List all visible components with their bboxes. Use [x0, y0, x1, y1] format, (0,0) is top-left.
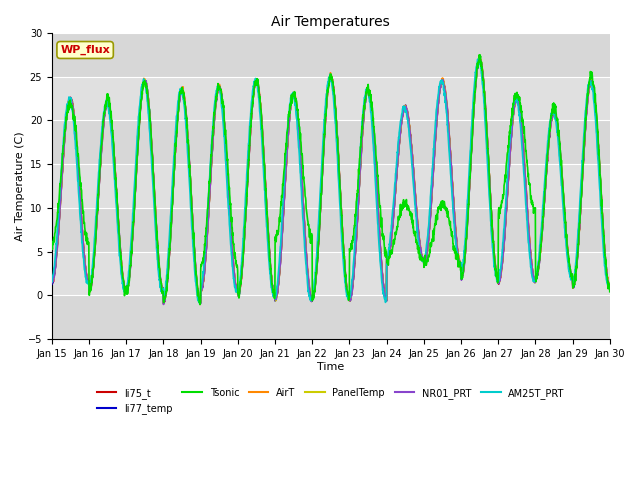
- Line: li75_t: li75_t: [52, 59, 610, 303]
- Tsonic: [573, 263, 580, 269]
- Tsonic: [557, 156, 564, 162]
- li77_temp: [557, 158, 564, 164]
- AirT: [557, 157, 564, 163]
- li75_t: [493, 275, 501, 281]
- Line: PanelTemp: PanelTemp: [52, 59, 610, 304]
- li77_temp: [48, 281, 56, 287]
- li75_t: [360, 121, 367, 127]
- li75_t: [348, 294, 355, 300]
- NR01_PRT: [159, 301, 167, 307]
- NR01_PRT: [360, 120, 367, 125]
- PanelTemp: [493, 274, 501, 280]
- li77_temp: [348, 294, 355, 300]
- AM25T_PRT: [196, 300, 204, 306]
- AirT: [493, 274, 501, 280]
- li75_t: [48, 281, 56, 287]
- AM25T_PRT: [48, 279, 56, 285]
- li77_temp: [204, 225, 212, 230]
- li77_temp: [573, 264, 580, 270]
- AirT: [573, 264, 580, 270]
- NR01_PRT: [493, 275, 501, 280]
- PanelTemp: [159, 301, 167, 307]
- Y-axis label: Air Temperature (C): Air Temperature (C): [15, 131, 25, 241]
- PanelTemp: [204, 224, 212, 229]
- li75_t: [160, 300, 168, 306]
- AirT: [475, 56, 483, 62]
- PanelTemp: [557, 159, 564, 165]
- PanelTemp: [573, 265, 580, 271]
- Tsonic: [48, 240, 56, 246]
- Line: li77_temp: li77_temp: [52, 59, 610, 303]
- PanelTemp: [475, 56, 483, 62]
- Bar: [52, 296, 610, 339]
- AirT: [360, 119, 367, 124]
- AirT: [48, 278, 56, 284]
- NR01_PRT: [606, 285, 614, 290]
- Line: AirT: AirT: [52, 59, 610, 304]
- AirT: [196, 301, 204, 307]
- li77_temp: [360, 119, 367, 125]
- li75_t: [475, 56, 483, 62]
- AM25T_PRT: [606, 283, 614, 288]
- Line: NR01_PRT: NR01_PRT: [52, 59, 610, 304]
- Text: WP_flux: WP_flux: [60, 45, 110, 55]
- Bar: [52, 120, 610, 164]
- Tsonic: [348, 240, 355, 246]
- NR01_PRT: [348, 293, 355, 299]
- AirT: [348, 294, 355, 300]
- Tsonic: [476, 52, 483, 58]
- X-axis label: Time: Time: [317, 362, 344, 372]
- NR01_PRT: [573, 264, 580, 270]
- PanelTemp: [348, 292, 355, 298]
- NR01_PRT: [557, 157, 564, 163]
- AM25T_PRT: [474, 56, 481, 62]
- PanelTemp: [48, 279, 56, 285]
- AM25T_PRT: [557, 175, 564, 180]
- AM25T_PRT: [204, 206, 212, 212]
- li75_t: [573, 264, 580, 270]
- li75_t: [606, 283, 614, 289]
- AirT: [204, 223, 212, 229]
- AM25T_PRT: [348, 287, 355, 293]
- PanelTemp: [606, 283, 614, 288]
- Legend: li75_t, li77_temp, Tsonic, AirT, PanelTemp, NR01_PRT, AM25T_PRT: li75_t, li77_temp, Tsonic, AirT, PanelTe…: [93, 384, 568, 419]
- li77_temp: [606, 285, 614, 291]
- NR01_PRT: [475, 56, 483, 62]
- NR01_PRT: [48, 277, 56, 283]
- Line: Tsonic: Tsonic: [52, 55, 610, 304]
- Tsonic: [204, 205, 212, 211]
- Tsonic: [606, 289, 614, 295]
- li77_temp: [475, 56, 483, 62]
- li77_temp: [196, 300, 204, 306]
- AM25T_PRT: [493, 273, 501, 279]
- NR01_PRT: [204, 226, 212, 231]
- li75_t: [557, 161, 564, 167]
- li75_t: [204, 225, 212, 231]
- Tsonic: [360, 115, 367, 121]
- PanelTemp: [360, 120, 367, 126]
- Bar: [52, 33, 610, 77]
- Tsonic: [493, 275, 501, 280]
- Tsonic: [196, 301, 204, 307]
- AirT: [606, 282, 614, 288]
- AM25T_PRT: [360, 107, 367, 113]
- Title: Air Temperatures: Air Temperatures: [271, 15, 390, 29]
- Line: AM25T_PRT: AM25T_PRT: [52, 59, 610, 303]
- Bar: [52, 208, 610, 252]
- li77_temp: [493, 275, 501, 281]
- AM25T_PRT: [573, 252, 580, 258]
